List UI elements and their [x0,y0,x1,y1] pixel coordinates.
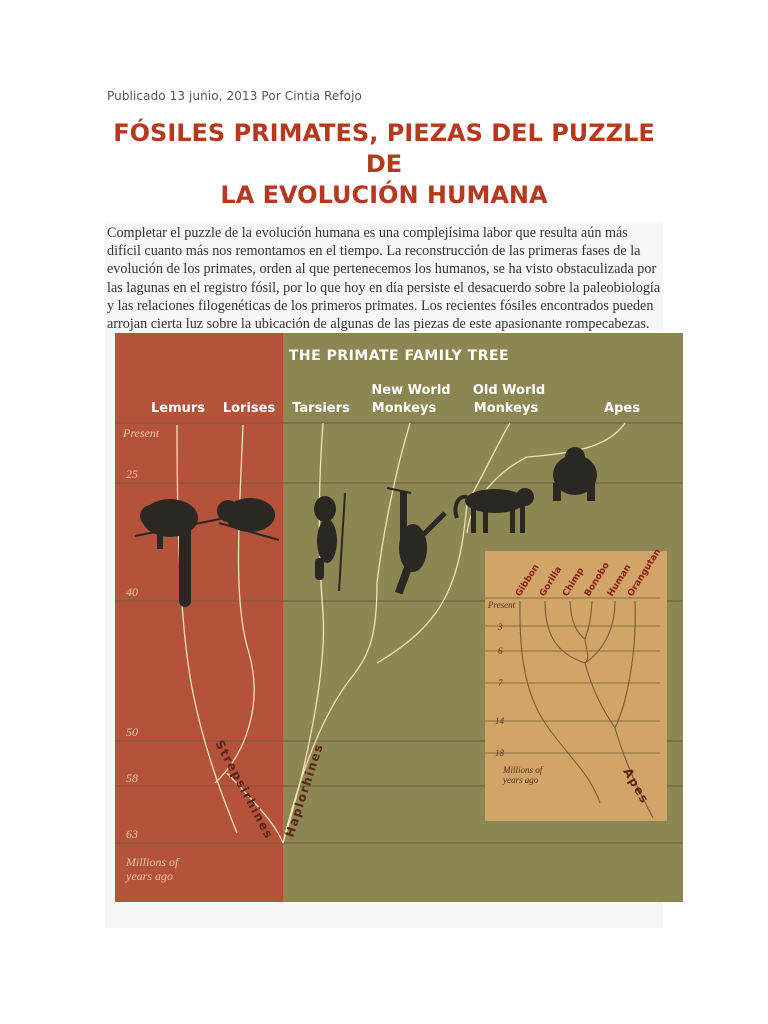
group-label-new-world-monkeys-1: New World [371,383,450,398]
inset-unit-line-1: Millions of [502,765,544,775]
inset-branches [519,600,654,819]
inset-tick-3: 3 [497,622,503,632]
tick-63: 63 [126,827,138,841]
tick-58: 58 [126,771,138,785]
group-label-old-world-monkeys-2: Monkeys [474,401,539,416]
branch-strepsirhine-root [226,772,284,844]
group-label-lorises: Lorises [223,401,276,416]
byline: Publicado 13 junio, 2013 Por Cintia Refo… [107,89,362,103]
inset-tick-7: 7 [498,678,503,688]
inset-gridlines [485,597,660,754]
primate-family-tree-figure: THE PRIMATE FAMILY TREE Lemurs Lorises T… [115,333,683,902]
apes-inset: Gibbon Gorilla Chimp Bonobo Human Orangu… [485,547,667,821]
headline-line-2: LA EVOLUCIÓN HUMANA [220,181,548,209]
branch-anthropoid-stem [282,582,378,844]
tick-40: 40 [126,585,138,599]
tick-present: Present [122,426,160,440]
group-label-tarsiers: Tarsiers [292,401,350,416]
lemur-icon [134,499,226,607]
group-label-old-world-monkeys-1: Old World [473,383,545,398]
inset-tick-18: 18 [495,748,505,758]
strepsirhine-panel [115,333,283,902]
old-world-monkey-icon [453,488,534,533]
inset-tick-6: 6 [498,646,503,656]
figure-title: THE PRIMATE FAMILY TREE [289,348,509,364]
headline-line-1: FÓSILES PRIMATES, PIEZAS DEL PUZZLE DE [113,119,655,178]
gorilla-icon [553,447,597,501]
tick-25: 25 [126,467,138,481]
group-label-lemurs: Lemurs [151,401,205,416]
branch-new-world-monkeys [376,422,411,584]
tarsier-icon [314,492,346,592]
loris-icon [217,498,280,541]
branch-tarsiers [282,422,325,844]
inset-unit-line-2: years ago [502,775,539,785]
inset-tick-present: Present [487,600,516,610]
new-world-monkey-icon [386,487,447,595]
group-label-apes: Apes [604,401,640,416]
article-headline: FÓSILES PRIMATES, PIEZAS DEL PUZZLE DE L… [100,118,668,211]
inset-tick-14: 14 [495,716,505,726]
article-paragraph: Completar el puzzle de la evolución huma… [107,225,661,333]
primate-tree-svg: THE PRIMATE FAMILY TREE Lemurs Lorises T… [115,333,683,902]
tick-50: 50 [126,725,138,739]
time-unit-line-2: years ago [125,869,173,883]
inset-panel [485,551,667,821]
group-label-new-world-monkeys-2: Monkeys [372,401,437,416]
time-unit-line-1: Millions of [125,855,180,869]
branch-catarrhine-stem [376,502,468,664]
